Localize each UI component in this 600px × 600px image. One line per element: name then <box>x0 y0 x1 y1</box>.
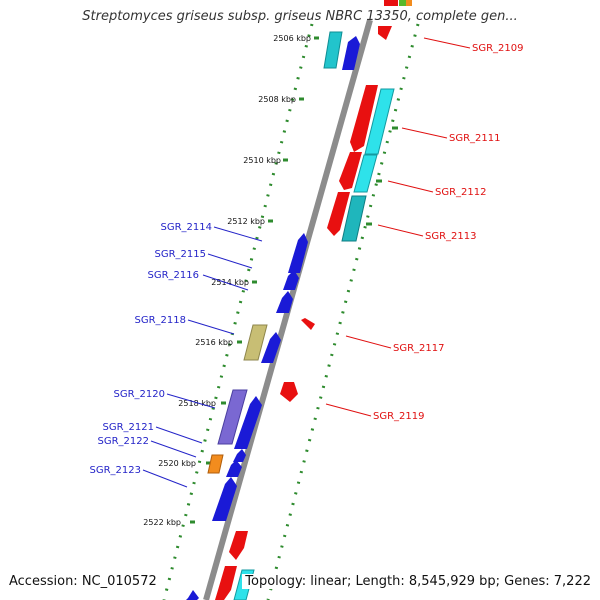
scale-ticks <box>190 36 398 524</box>
gene-label-sgr-2111[interactable]: SGR_2111 <box>449 133 501 144</box>
gene-arrow-sgr-2111[interactable] <box>350 85 378 152</box>
gene-arrow-reverse[interactable] <box>215 566 237 600</box>
gene-label-sgr-2114[interactable]: SGR_2114 <box>161 222 213 233</box>
gene-arrow-sgr-2113[interactable] <box>327 192 350 236</box>
cds-block-sgr-2113[interactable] <box>341 195 367 242</box>
gene-label-sgr-2123[interactable]: SGR_2123 <box>90 465 142 476</box>
gene-arrow-forward[interactable] <box>342 36 360 70</box>
forward-leader-lines <box>142 226 263 488</box>
gene-arrow-sgr-2121[interactable] <box>234 396 262 449</box>
gene-arrow-sgr-2116[interactable] <box>276 291 293 313</box>
gene-arrow-sgr-2115[interactable] <box>283 270 299 290</box>
gene-label-sgr-2120[interactable]: SGR_2120 <box>114 389 166 400</box>
gene-label-sgr-2116[interactable]: SGR_2116 <box>148 270 200 281</box>
genome-title: Streptomyces griseus subsp. griseus NBRC… <box>82 9 518 24</box>
gene-label-sgr-2122[interactable]: SGR_2122 <box>98 436 150 447</box>
gene-label-sgr-2113[interactable]: SGR_2113 <box>425 231 477 242</box>
scale-label: 2518 kbp <box>178 399 216 408</box>
gene-label-sgr-2119[interactable]: SGR_2119 <box>373 411 425 422</box>
outer-tick-track <box>162 23 314 600</box>
gene-arrow-reverse[interactable] <box>229 531 248 560</box>
cds-block-sgr-2111[interactable] <box>364 88 395 155</box>
scale-label: 2514 kbp <box>211 278 249 287</box>
gene-arrow-sgr-2109[interactable] <box>378 26 392 40</box>
scale-label: 2516 kbp <box>195 338 233 347</box>
scale-label: 2506 kbp <box>273 34 311 43</box>
scale-label: 2510 kbp <box>243 156 281 165</box>
cds-block-sgr-2118[interactable] <box>243 324 268 361</box>
scale-label: 2508 kbp <box>258 95 296 104</box>
gene-arrow-sgr-2114[interactable] <box>288 233 308 273</box>
scale-labels: 2506 kbp 2508 kbp 2510 kbp 2512 kbp 2514… <box>143 34 311 527</box>
gene-label-sgr-2118[interactable]: SGR_2118 <box>135 315 187 326</box>
gene-arrow-sgr-2117[interactable] <box>301 318 315 330</box>
scale-label: 2512 kbp <box>227 217 265 226</box>
gene-label-sgr-2117[interactable]: SGR_2117 <box>393 343 445 354</box>
gene-arrow-sgr-2123[interactable] <box>212 477 237 521</box>
gene-label-sgr-2115[interactable]: SGR_2115 <box>155 249 207 260</box>
gene-arrow-forward[interactable] <box>226 460 242 477</box>
cds-block-top-green[interactable] <box>399 0 406 6</box>
cds-block-sgr-2112[interactable] <box>353 154 378 193</box>
forward-gene-blocks <box>186 31 360 600</box>
gene-label-sgr-2109[interactable]: SGR_2109 <box>472 43 524 54</box>
reverse-gene-blocks <box>215 0 412 600</box>
gene-label-sgr-2121[interactable]: SGR_2121 <box>103 422 155 433</box>
cds-block-top-orange[interactable] <box>406 0 412 6</box>
topology-text: Topology: linear; Length: 8,545,929 bp; … <box>242 574 591 589</box>
scale-label: 2520 kbp <box>158 459 196 468</box>
gene-arrow-sgr-2119[interactable] <box>280 382 298 402</box>
reverse-leader-lines <box>325 37 471 417</box>
cds-block-cyan[interactable] <box>323 31 343 69</box>
gene-arrow-forward[interactable] <box>261 332 281 363</box>
reverse-gene-labels: SGR_2109 SGR_2111 SGR_2112 SGR_2113 SGR_… <box>373 43 524 422</box>
gene-arrow-sgr-2112[interactable] <box>339 152 362 190</box>
gene-arrow-forward[interactable] <box>186 590 199 600</box>
cds-block-top-red[interactable] <box>384 0 398 6</box>
gene-label-sgr-2112[interactable]: SGR_2112 <box>435 187 487 198</box>
accession-text: Accession: NC_010572 <box>9 574 160 589</box>
inner-tick-track <box>266 23 420 600</box>
forward-gene-labels: SGR_2114 SGR_2115 SGR_2116 SGR_2118 SGR_… <box>90 222 213 476</box>
cds-block-sgr-2120[interactable] <box>217 389 248 445</box>
gene-arrow-sgr-2122[interactable] <box>233 449 246 462</box>
cds-block-orange[interactable] <box>207 454 224 474</box>
scale-label: 2522 kbp <box>143 518 181 527</box>
